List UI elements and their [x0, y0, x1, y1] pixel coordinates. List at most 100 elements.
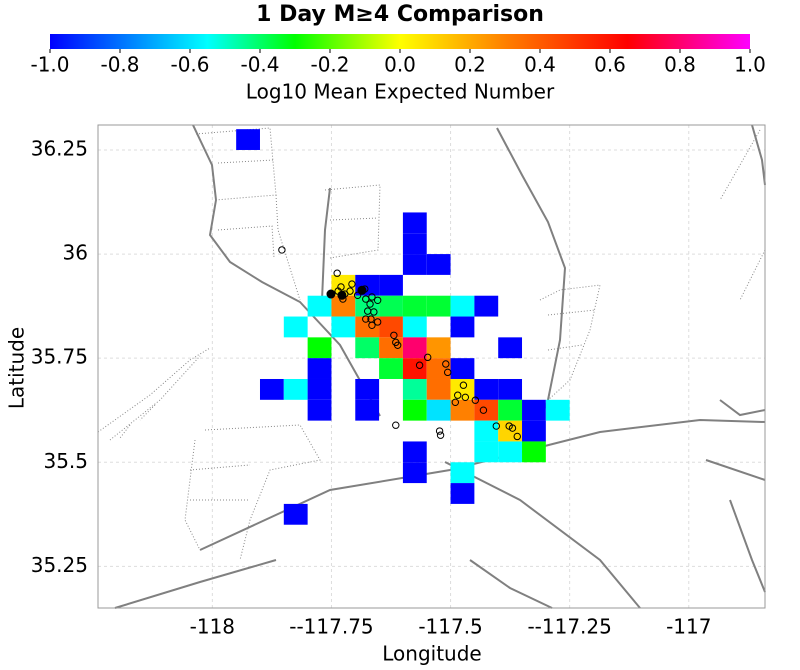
colorbar-tick-label: 0.2	[454, 53, 486, 77]
cell	[283, 378, 308, 400]
event	[443, 368, 452, 377]
y-axis-label: Latitude	[5, 327, 29, 409]
cell	[474, 420, 499, 442]
cell	[545, 399, 570, 421]
cell	[402, 337, 427, 359]
event	[442, 360, 450, 368]
cell	[379, 295, 403, 317]
chart-title: 1 Day M≥4 Comparison	[256, 2, 544, 27]
event	[461, 393, 470, 402]
cell	[426, 399, 451, 421]
event	[392, 421, 400, 429]
cell	[474, 295, 499, 317]
event	[373, 296, 382, 304]
y-tick-label: 35.5	[43, 449, 88, 473]
cell	[402, 358, 427, 379]
event	[508, 424, 517, 432]
cell	[355, 399, 380, 421]
colorbar-tick-label: 0.4	[524, 53, 556, 77]
cell	[450, 316, 475, 338]
cell	[426, 337, 451, 359]
colorbar-tick-label: 0.6	[594, 53, 626, 77]
cell	[379, 358, 403, 379]
event	[348, 280, 356, 288]
x-tick-label: -117.5	[418, 615, 482, 639]
cell	[307, 337, 332, 359]
event	[368, 293, 376, 301]
event	[346, 287, 354, 295]
cell	[426, 295, 451, 317]
cell	[450, 378, 475, 400]
y-tick-label: 35.75	[31, 345, 88, 369]
cell	[450, 295, 475, 317]
cell	[402, 233, 427, 255]
cell	[498, 441, 523, 463]
event	[393, 341, 402, 349]
event	[362, 315, 370, 323]
event	[370, 308, 378, 316]
event	[353, 291, 362, 299]
cell	[331, 295, 356, 317]
map-lines	[97, 124, 766, 609]
colorbar-tick-label: -1.0	[30, 53, 69, 77]
cell	[307, 399, 332, 421]
cell	[450, 483, 475, 504]
colorbar-tick-label: 1.0	[734, 53, 766, 77]
cell	[450, 462, 475, 484]
colorbar-label: Log10 Mean Expected Number	[246, 80, 555, 104]
plot-frame	[97, 124, 766, 609]
cell	[402, 441, 427, 463]
cell	[522, 420, 546, 442]
cell	[236, 129, 260, 150]
cell	[402, 254, 427, 275]
cell	[402, 212, 427, 234]
x-tick-label: -117	[666, 615, 711, 639]
cells	[236, 129, 570, 525]
cell	[402, 462, 427, 484]
event	[333, 269, 341, 277]
event	[479, 406, 488, 414]
event	[415, 361, 424, 369]
cell	[450, 399, 475, 421]
event	[278, 246, 286, 254]
cell	[402, 378, 427, 400]
colorbar-tick-label: 0.0	[384, 53, 416, 77]
cell	[355, 337, 380, 359]
event	[368, 321, 376, 329]
y-tick-label: 35.25	[31, 553, 88, 577]
x-tick-label: --117.25	[527, 615, 611, 639]
cell	[426, 254, 451, 275]
cell	[307, 295, 332, 317]
event	[471, 396, 480, 404]
cell	[283, 503, 308, 525]
cell	[498, 399, 523, 421]
cell	[283, 316, 308, 338]
cell	[379, 274, 403, 296]
cell	[498, 337, 523, 359]
cell	[522, 441, 546, 463]
cell	[307, 378, 332, 400]
event	[436, 431, 445, 439]
colorbar	[50, 34, 750, 49]
colorbar-tick-label: -0.6	[170, 53, 209, 77]
colorbar-tick-label: -0.4	[240, 53, 279, 77]
cell	[522, 399, 546, 421]
cell	[307, 358, 332, 379]
event	[459, 381, 468, 389]
cell	[498, 420, 523, 442]
event	[492, 422, 500, 430]
x-axis-label: Longitude	[382, 642, 481, 666]
y-tick-label: 36.25	[31, 136, 88, 160]
colorbar-tick-label: -0.2	[310, 53, 349, 77]
event	[373, 318, 382, 326]
cell	[379, 316, 403, 338]
event	[390, 331, 398, 339]
large-event	[337, 290, 347, 300]
large-event	[326, 289, 336, 299]
cell	[355, 378, 380, 400]
event	[423, 353, 432, 362]
events	[278, 246, 521, 441]
cell	[426, 378, 451, 400]
large-event	[357, 285, 367, 295]
